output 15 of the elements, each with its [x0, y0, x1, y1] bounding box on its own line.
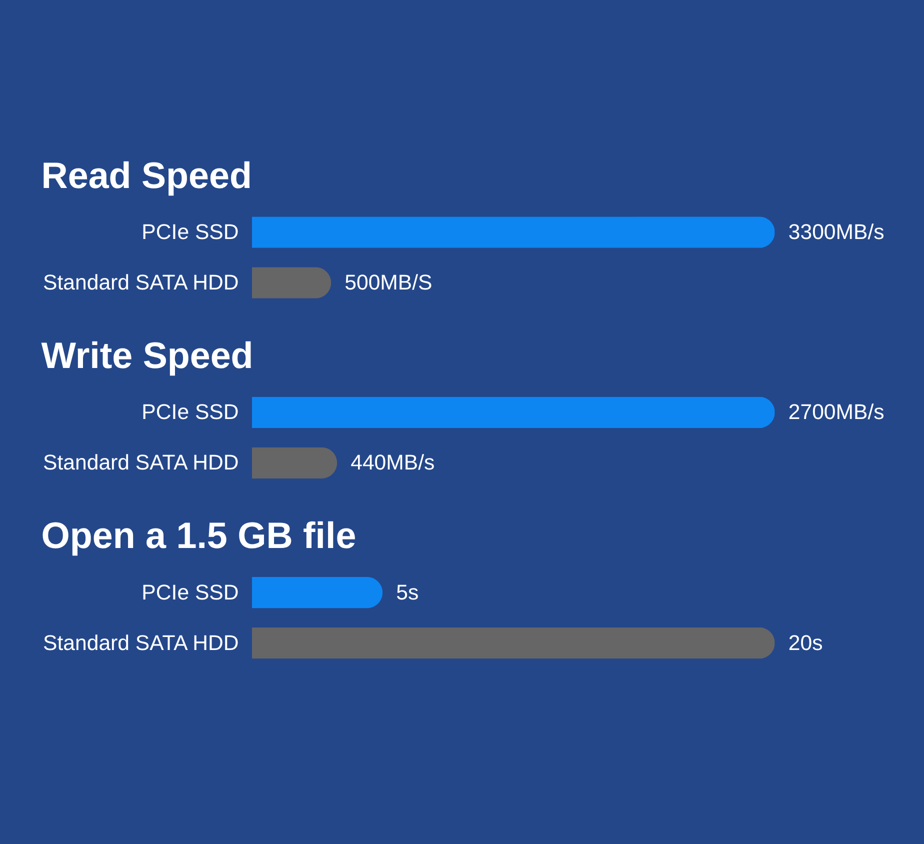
y-tick-label: Standard SATA HDD: [43, 270, 239, 295]
chart-title: Read Speed: [41, 154, 252, 196]
chart-title: Open a 1.5 GB file: [41, 515, 356, 556]
data-label: 2700MB/s: [788, 400, 884, 424]
data-label: 5s: [396, 580, 419, 604]
data-label: 20s: [788, 630, 823, 655]
data-label: 440MB/s: [350, 450, 435, 475]
data-label: 500MB/S: [344, 270, 432, 295]
y-tick-label: PCIe SSD: [142, 220, 239, 244]
y-tick-label: PCIe SSD: [142, 400, 239, 424]
data-label: 3300MB/s: [788, 220, 884, 244]
y-tick-label: Standard SATA HDD: [43, 450, 239, 475]
chart-title: Write Speed: [41, 334, 254, 376]
y-tick-label: Standard SATA HDD: [43, 630, 239, 655]
y-tick-label: PCIe SSD: [142, 580, 239, 604]
